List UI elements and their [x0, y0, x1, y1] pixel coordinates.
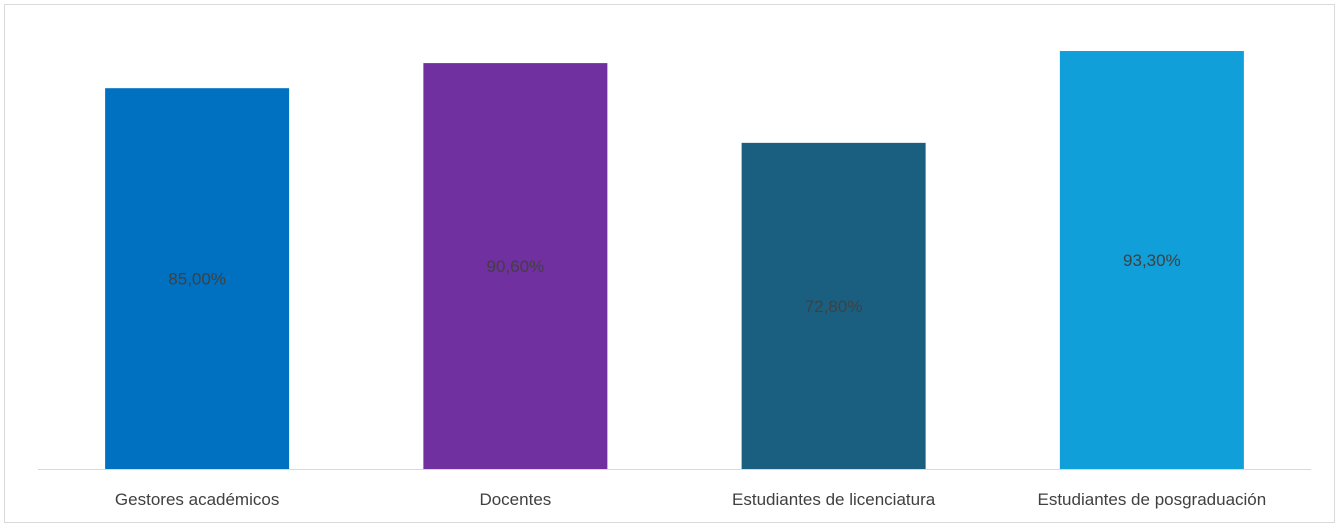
bar-1: [105, 88, 290, 469]
bar-value-label-4: 93,30%: [1123, 251, 1181, 270]
bar-3: [741, 142, 926, 469]
category-label-1: Gestores académicos: [115, 490, 279, 509]
bar-value-label-1: 85,00%: [168, 270, 226, 289]
chart-frame: 85,00% 90,60% 72,80% 93,30% Gestores académ…: [4, 4, 1335, 523]
category-label-4: Estudiantes de posgraduación: [1038, 490, 1267, 509]
bar-chart: 85,00% 90,60% 72,80% 93,30% Gestores académ…: [38, 51, 1311, 509]
category-label-3: Estudiantes de licenciatura: [732, 490, 936, 509]
bar-2: [423, 63, 608, 469]
bars-layer: [105, 51, 1244, 470]
category-labels-layer: Gestores académicos Docentes Estudiantes d…: [115, 490, 1266, 509]
bar-value-label-3: 72,80%: [805, 297, 863, 316]
bar-4: [1059, 51, 1244, 470]
value-labels-layer: 85,00% 90,60% 72,80% 93,30%: [168, 251, 1180, 316]
category-label-2: Docentes: [479, 490, 551, 509]
bar-value-label-2: 90,60%: [487, 257, 545, 276]
